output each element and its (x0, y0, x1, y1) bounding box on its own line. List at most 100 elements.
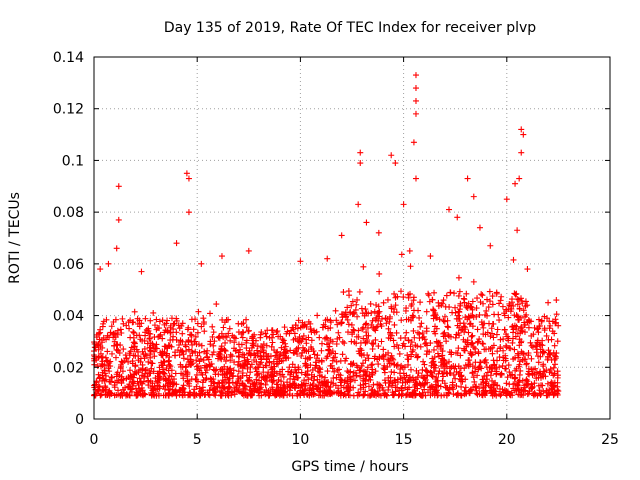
data-point (118, 377, 125, 384)
data-point (142, 315, 149, 322)
data-point (457, 392, 464, 399)
data-point (485, 382, 492, 389)
data-point (503, 388, 510, 395)
data-point (517, 387, 524, 394)
data-point (392, 302, 399, 309)
y-tick-label: 0.08 (53, 205, 84, 221)
data-point (487, 242, 494, 249)
data-point (169, 386, 176, 393)
data-point (185, 175, 192, 182)
data-point (114, 342, 121, 349)
data-point (514, 227, 521, 234)
data-point (104, 348, 111, 355)
data-point (388, 368, 395, 375)
data-point (423, 339, 430, 346)
data-point (545, 355, 552, 362)
data-point (375, 303, 382, 310)
data-point (293, 369, 300, 376)
data-point (476, 385, 483, 392)
data-point (278, 378, 285, 385)
data-point (121, 389, 128, 396)
data-point (423, 308, 430, 315)
data-point (93, 331, 100, 338)
data-point (161, 343, 168, 350)
data-point (418, 320, 425, 327)
data-point (179, 348, 186, 355)
data-point (175, 341, 182, 348)
data-point (273, 349, 280, 356)
data-point (445, 358, 452, 365)
data-point (429, 390, 436, 397)
data-point (377, 321, 384, 328)
data-point (238, 330, 245, 337)
data-point (180, 355, 187, 362)
data-point (151, 322, 158, 329)
data-point (295, 317, 302, 324)
data-point (385, 325, 392, 332)
data-point (292, 385, 299, 392)
data-point (506, 344, 513, 351)
data-point (236, 353, 243, 360)
data-point (344, 378, 351, 385)
data-point (359, 360, 366, 367)
data-point (380, 387, 387, 394)
data-point (185, 380, 192, 387)
data-point (535, 359, 542, 366)
data-point (320, 378, 327, 385)
data-point (368, 371, 375, 378)
data-point (400, 340, 407, 347)
data-point (545, 336, 552, 343)
data-point (417, 323, 424, 330)
data-point (420, 358, 427, 365)
data-point (304, 356, 311, 363)
data-point (361, 391, 368, 398)
data-point (143, 352, 150, 359)
data-point (97, 329, 104, 336)
data-point (415, 307, 422, 314)
data-point (386, 380, 393, 387)
data-point (288, 368, 295, 375)
data-point (524, 319, 531, 326)
data-point (387, 355, 394, 362)
data-point (380, 299, 387, 306)
data-point (201, 348, 208, 355)
data-point (503, 196, 510, 203)
data-point (514, 350, 521, 357)
data-point (416, 391, 423, 398)
data-point (476, 224, 483, 231)
data-point (293, 345, 300, 352)
data-point (172, 370, 179, 377)
data-point (367, 300, 374, 307)
data-point (520, 307, 527, 314)
data-point (525, 350, 532, 357)
data-point (323, 334, 330, 341)
data-point (268, 366, 275, 373)
data-point (101, 361, 108, 368)
data-point (95, 387, 102, 394)
data-point (490, 320, 497, 327)
data-point (389, 392, 396, 399)
data-point (210, 349, 217, 356)
data-point (194, 378, 201, 385)
data-point (362, 321, 369, 328)
data-point (227, 357, 234, 364)
data-point (138, 268, 145, 275)
data-point (493, 290, 500, 297)
data-point (120, 346, 127, 353)
data-point (412, 175, 419, 182)
data-point (314, 312, 321, 319)
data-point (273, 356, 280, 363)
data-point (490, 382, 497, 389)
data-point (337, 389, 344, 396)
data-point (310, 377, 317, 384)
data-point (364, 364, 371, 371)
data-point (188, 376, 195, 383)
data-point (410, 327, 417, 334)
data-point (287, 347, 294, 354)
data-point (304, 368, 311, 375)
data-point (145, 378, 152, 385)
data-point (240, 320, 247, 327)
data-point (168, 315, 175, 322)
data-point (509, 339, 516, 346)
data-point (230, 367, 237, 374)
